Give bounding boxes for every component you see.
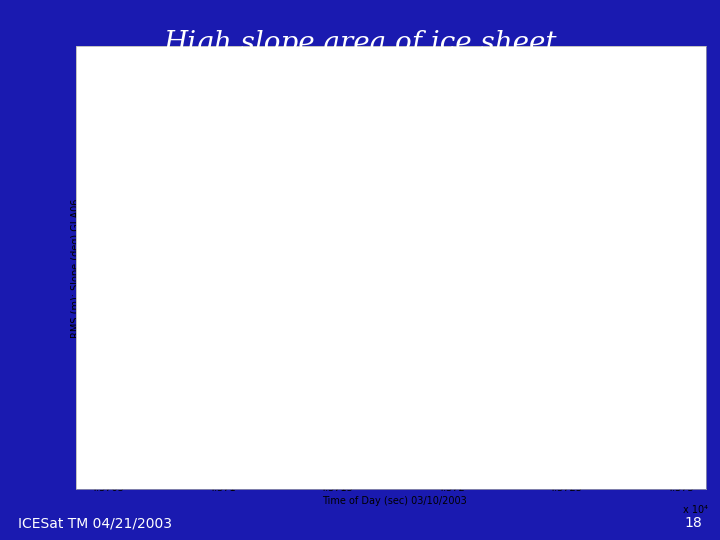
Text: x 10⁴: x 10⁴ [683,505,708,515]
X-axis label: Time of Day (sec) 03/10/2003: Time of Day (sec) 03/10/2003 [322,496,467,505]
Text: 18: 18 [684,516,702,530]
Text: High slope area of ice sheet: High slope area of ice sheet [163,30,557,57]
Text: GLA06/100 (Total scale is 90 meters): GLA06/100 (Total scale is 90 meters) [472,334,665,342]
Text: ICESat TM 04/21/2003: ICESat TM 04/21/2003 [18,516,172,530]
Text: RMS fits to 1-sec data samples and average slope over 1-sec: RMS fits to 1-sec data samples and avera… [240,99,557,108]
Text: GLAS is currently flying 0.39 degrees off-nadir: GLAS is currently flying 0.39 degrees of… [240,124,492,133]
Y-axis label: RMS (m); Slope (deg) GLA06: RMS (m); Slope (deg) GLA06 [71,199,81,339]
